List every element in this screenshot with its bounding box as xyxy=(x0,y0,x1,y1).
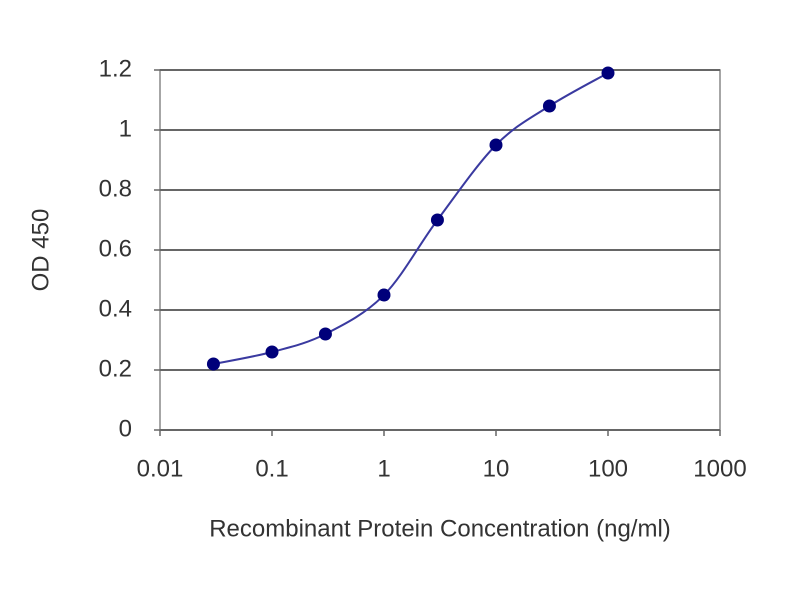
x-tick-label: 100 xyxy=(588,455,628,482)
data-point xyxy=(318,327,332,341)
y-tick-label: 1.2 xyxy=(99,55,132,82)
x-tick-label: 1000 xyxy=(693,455,746,482)
y-axis-label: OD 450 xyxy=(27,209,54,292)
y-tick-label: 0.6 xyxy=(99,235,132,262)
data-point xyxy=(542,99,556,113)
y-tick-label: 0.8 xyxy=(99,175,132,202)
y-tick-label: 0.4 xyxy=(99,295,132,322)
data-point xyxy=(377,288,391,302)
y-tick-label: 1 xyxy=(119,115,132,142)
data-point xyxy=(489,138,503,152)
x-axis-label: Recombinant Protein Concentration (ng/ml… xyxy=(209,515,671,542)
y-tick-label: 0 xyxy=(119,415,132,442)
x-tick-label: 0.1 xyxy=(255,455,288,482)
data-point xyxy=(430,213,444,227)
y-tick-label: 0.2 xyxy=(99,355,132,382)
x-tick-label: 1 xyxy=(377,455,390,482)
data-point xyxy=(601,66,615,80)
data-point xyxy=(206,357,220,371)
x-tick-label: 0.01 xyxy=(137,455,184,482)
data-point xyxy=(265,345,279,359)
x-tick-label: 10 xyxy=(483,455,510,482)
